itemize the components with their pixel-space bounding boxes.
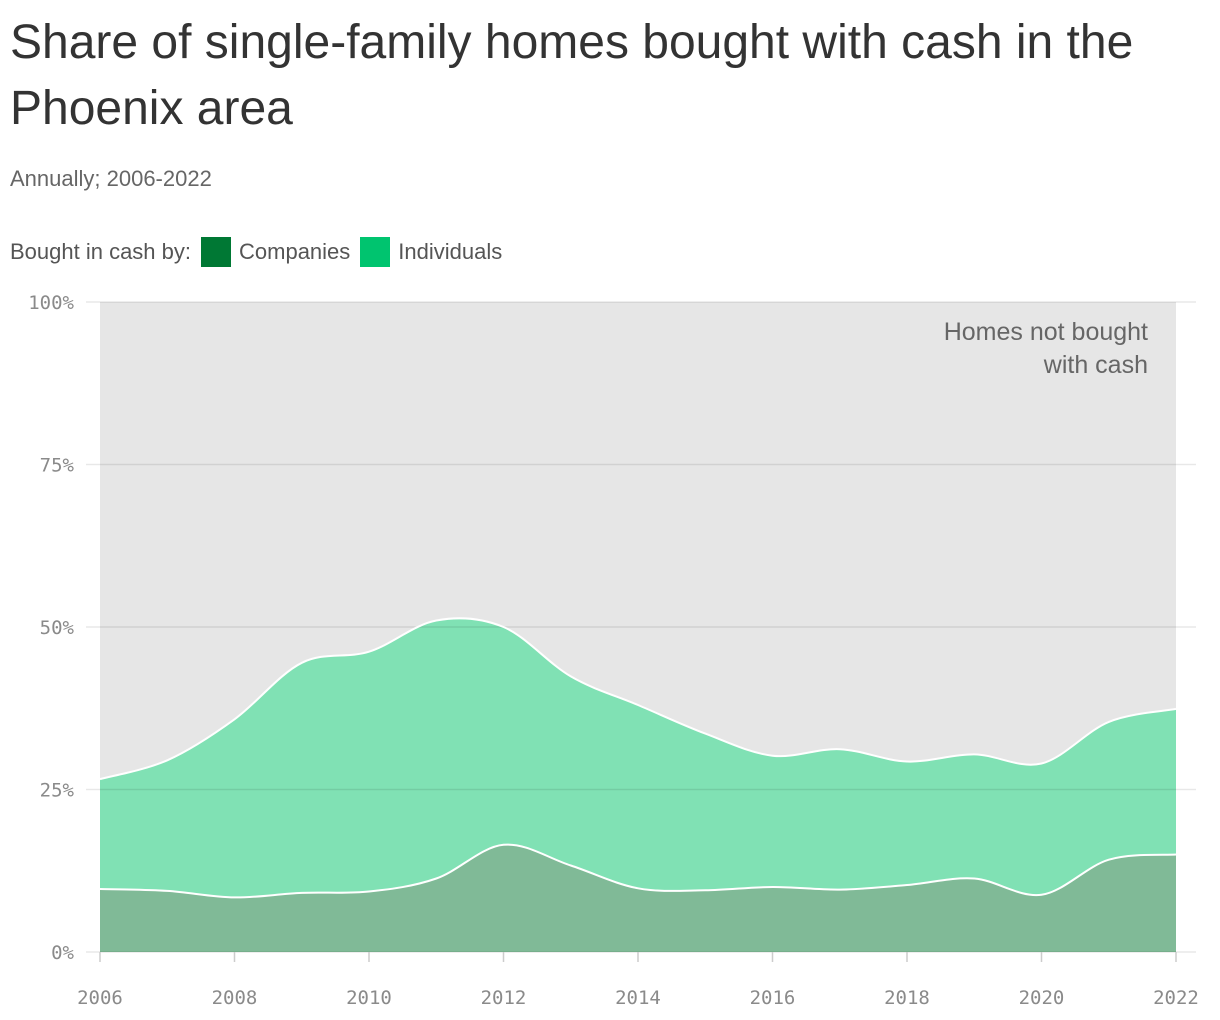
chart-title: Share of single-family homes bought with… [10,16,1134,135]
x-tick-label: 2020 [1019,987,1065,1009]
y-tick-label: 75% [40,455,75,477]
x-tick-label: 2018 [884,987,930,1009]
y-tick-label: 25% [40,780,75,802]
x-tick-label: 2008 [212,987,258,1009]
line-total-cash [99,617,1177,781]
legend-swatch-individuals [360,237,391,267]
x-tick-label: 2014 [615,987,661,1009]
y-tick-label: 50% [40,617,75,639]
y-tick-label: 0% [51,942,74,964]
annotation-not-cash-line1: Homes not bought [944,318,1148,346]
x-tick-label: 2022 [1153,987,1199,1009]
annotation-not-cash-line2: with cash [1043,351,1148,379]
x-tick-label: 2006 [77,987,123,1009]
chart-subtitle: Annually; 2006-2022 [10,166,212,191]
legend-label-individuals: Individuals [398,239,503,264]
legend-prefix: Bought in cash by: [10,239,192,264]
legend-swatch-companies [201,237,232,267]
legend-label-companies: Companies [239,239,351,264]
area-individuals [100,618,1176,898]
y-tick-label: 100% [28,292,74,314]
x-tick-label: 2012 [481,987,527,1009]
line-companies [99,843,1177,899]
legend: Bought in cash by: Companies Individuals [10,236,504,268]
x-tick-label: 2016 [750,987,796,1009]
x-tick-label: 2010 [346,987,392,1009]
area-companies [100,844,1176,952]
